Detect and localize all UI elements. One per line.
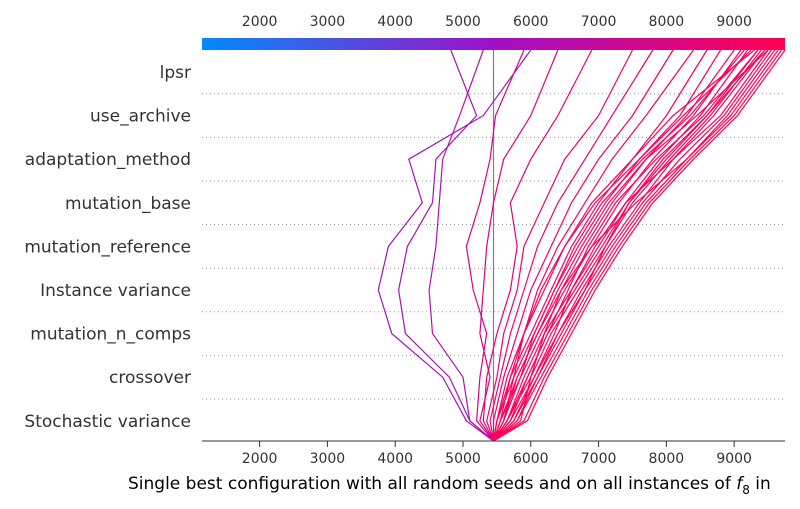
feature-label: Stochastic variance: [24, 412, 191, 432]
decision-line: [493, 49, 759, 442]
decision-line: [493, 49, 783, 442]
top-tick-label: 5000: [445, 14, 481, 30]
feature-label: adaptation_method: [25, 150, 191, 170]
x-axis-title-subscript: 8: [742, 483, 750, 497]
x-axis-title: Single best configuration with all rando…: [128, 474, 771, 497]
top-axis-ticks: 2000 3000 4000 5000 6000 7000 8000 9000: [242, 14, 752, 30]
bottom-tick-label: 9000: [716, 451, 752, 467]
top-tick-label: 4000: [377, 14, 413, 30]
bottom-tick-label: 7000: [581, 451, 617, 467]
bottom-axis-ticks: 2000 3000 4000 5000 6000 7000 8000 9000: [242, 441, 752, 467]
feature-label: Instance variance: [40, 281, 191, 301]
decision-line: [493, 49, 766, 442]
feature-label: mutation_n_comps: [30, 325, 191, 345]
top-tick-label: 2000: [242, 14, 278, 30]
bottom-tick-label: 2000: [242, 451, 278, 467]
feature-label: mutation_base: [65, 194, 191, 214]
decision-lines: [377, 49, 786, 442]
decision-line: [482, 49, 593, 442]
bottom-tick-label: 5000: [445, 451, 481, 467]
x-axis-title-symbol: f: [736, 474, 745, 494]
decision-line: [465, 49, 525, 442]
decision-line: [492, 49, 722, 442]
decision-line: [492, 49, 769, 442]
bottom-tick-label: 6000: [513, 451, 549, 467]
bottom-tick-label: 4000: [377, 451, 413, 467]
decision-line: [489, 49, 654, 442]
decision-line: [492, 49, 694, 442]
decision-line: [493, 49, 762, 442]
decision-line: [428, 49, 494, 442]
top-tick-label: 6000: [513, 14, 549, 30]
feature-label: mutation_reference: [24, 237, 191, 257]
top-tick-label: 3000: [310, 14, 346, 30]
feature-label: crossover: [109, 368, 191, 388]
decision-line: [493, 49, 779, 442]
decision-line: [492, 49, 752, 442]
decision-line: [397, 49, 494, 442]
decision-line: [486, 49, 634, 442]
decision-line: [493, 49, 772, 442]
bottom-tick-label: 8000: [649, 451, 685, 467]
feature-labels: lpsr use_archive adaptation_method mutation…: [24, 63, 191, 432]
feature-label: use_archive: [90, 107, 191, 127]
decision-line: [377, 49, 532, 442]
colorbar: [202, 38, 785, 50]
top-tick-label: 9000: [716, 14, 752, 30]
feature-label: lpsr: [160, 63, 191, 83]
bottom-tick-label: 3000: [310, 451, 346, 467]
decision-line: [492, 49, 745, 442]
decision-line: [492, 49, 674, 441]
top-tick-label: 8000: [649, 14, 685, 30]
x-axis-title-main: Single best configuration with all rando…: [128, 474, 736, 494]
decision-line: [493, 49, 769, 442]
x-axis-title-tail: in: [750, 474, 771, 494]
top-tick-label: 7000: [581, 14, 617, 30]
decision-line: [493, 49, 786, 442]
